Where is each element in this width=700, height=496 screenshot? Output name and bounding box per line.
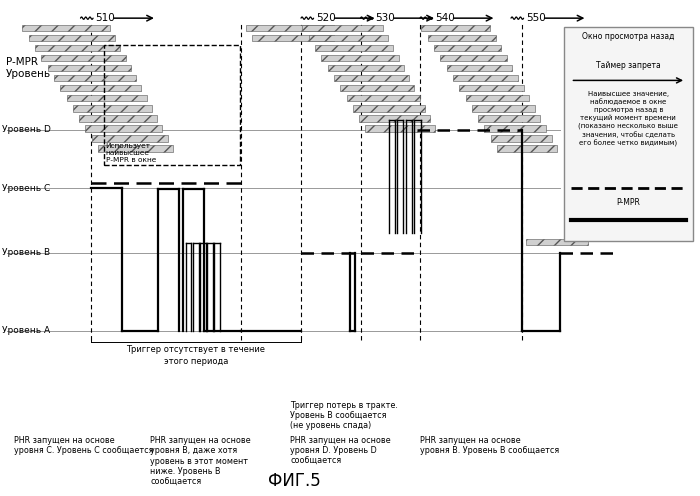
Text: P-MPR: P-MPR: [616, 198, 640, 207]
Bar: [92, 135, 167, 142]
Bar: [29, 35, 115, 41]
Bar: [328, 65, 404, 71]
Bar: [35, 45, 120, 51]
Bar: [246, 25, 334, 31]
Bar: [66, 95, 147, 102]
Text: Окно просмотра назад: Окно просмотра назад: [582, 32, 674, 41]
Text: 550: 550: [526, 13, 545, 23]
Bar: [466, 95, 529, 102]
Text: 510: 510: [95, 13, 115, 23]
Bar: [447, 65, 512, 71]
Text: Таймер запрета: Таймер запрета: [596, 61, 661, 70]
Bar: [315, 45, 393, 51]
Text: Уровень А: Уровень А: [2, 326, 50, 335]
Text: Уровень B: Уровень B: [2, 248, 50, 257]
Text: PHR запущен на основе
уровня D. Уровень D
сообщается: PHR запущен на основе уровня D. Уровень …: [290, 435, 391, 466]
Text: Уровень D: Уровень D: [2, 125, 51, 134]
Text: Уровень C: Уровень C: [2, 184, 50, 192]
Bar: [54, 75, 136, 81]
Bar: [564, 27, 693, 241]
Text: PHR запущен на основе
уровня В, даже хотя
уровень в этот момент
ниже. Уровень В
: PHR запущен на основе уровня В, даже хот…: [150, 435, 251, 486]
Bar: [79, 115, 157, 122]
Text: 520: 520: [316, 13, 335, 23]
Text: P-MPR
Уровень: P-MPR Уровень: [6, 57, 50, 79]
Bar: [453, 75, 518, 81]
Bar: [497, 145, 557, 152]
Text: Использует
наивысшее
P-MPR в окне: Использует наивысшее P-MPR в окне: [106, 143, 156, 163]
Text: PHR запущен на основе
уровня С. Уровень С сообщается: PHR запущен на основе уровня С. Уровень …: [14, 435, 153, 455]
Bar: [41, 55, 126, 62]
Bar: [334, 75, 409, 81]
Bar: [22, 25, 110, 31]
Bar: [459, 85, 524, 91]
Bar: [434, 45, 501, 51]
Bar: [491, 135, 552, 142]
Bar: [302, 25, 383, 31]
Bar: [421, 25, 490, 31]
Text: Триггер отсутствует в течение: Триггер отсутствует в течение: [127, 345, 265, 354]
Bar: [484, 125, 546, 131]
Bar: [321, 55, 399, 62]
Bar: [340, 85, 414, 91]
Text: 530: 530: [375, 13, 395, 23]
Bar: [48, 65, 131, 71]
Bar: [359, 115, 430, 122]
Text: PHR запущен на основе
уровня В. Уровень В сообщается: PHR запущен на основе уровня В. Уровень …: [420, 435, 559, 455]
Bar: [428, 35, 496, 41]
Bar: [526, 239, 588, 245]
Bar: [478, 115, 540, 122]
Text: 540: 540: [435, 13, 454, 23]
Bar: [346, 95, 420, 102]
Bar: [252, 35, 334, 41]
Bar: [73, 105, 152, 112]
Bar: [309, 35, 388, 41]
Bar: [472, 105, 535, 112]
Bar: [353, 105, 425, 112]
Text: Триггер потерь в тракте.
Уровень В сообщается
(не уровень спада): Триггер потерь в тракте. Уровень В сообщ…: [290, 401, 398, 431]
Bar: [365, 125, 435, 131]
Text: этого периода: этого периода: [164, 357, 228, 366]
Bar: [85, 125, 162, 131]
Bar: [60, 85, 141, 91]
Bar: [98, 145, 173, 152]
Text: ФИГ.5: ФИГ.5: [267, 472, 321, 490]
Bar: [570, 43, 686, 50]
Bar: [104, 46, 240, 165]
Text: Наивысшее значение,
наблюдаемое в окне
просмотра назад в
текущий момент времени
: Наивысшее значение, наблюдаемое в окне п…: [578, 91, 678, 147]
Bar: [440, 55, 507, 62]
